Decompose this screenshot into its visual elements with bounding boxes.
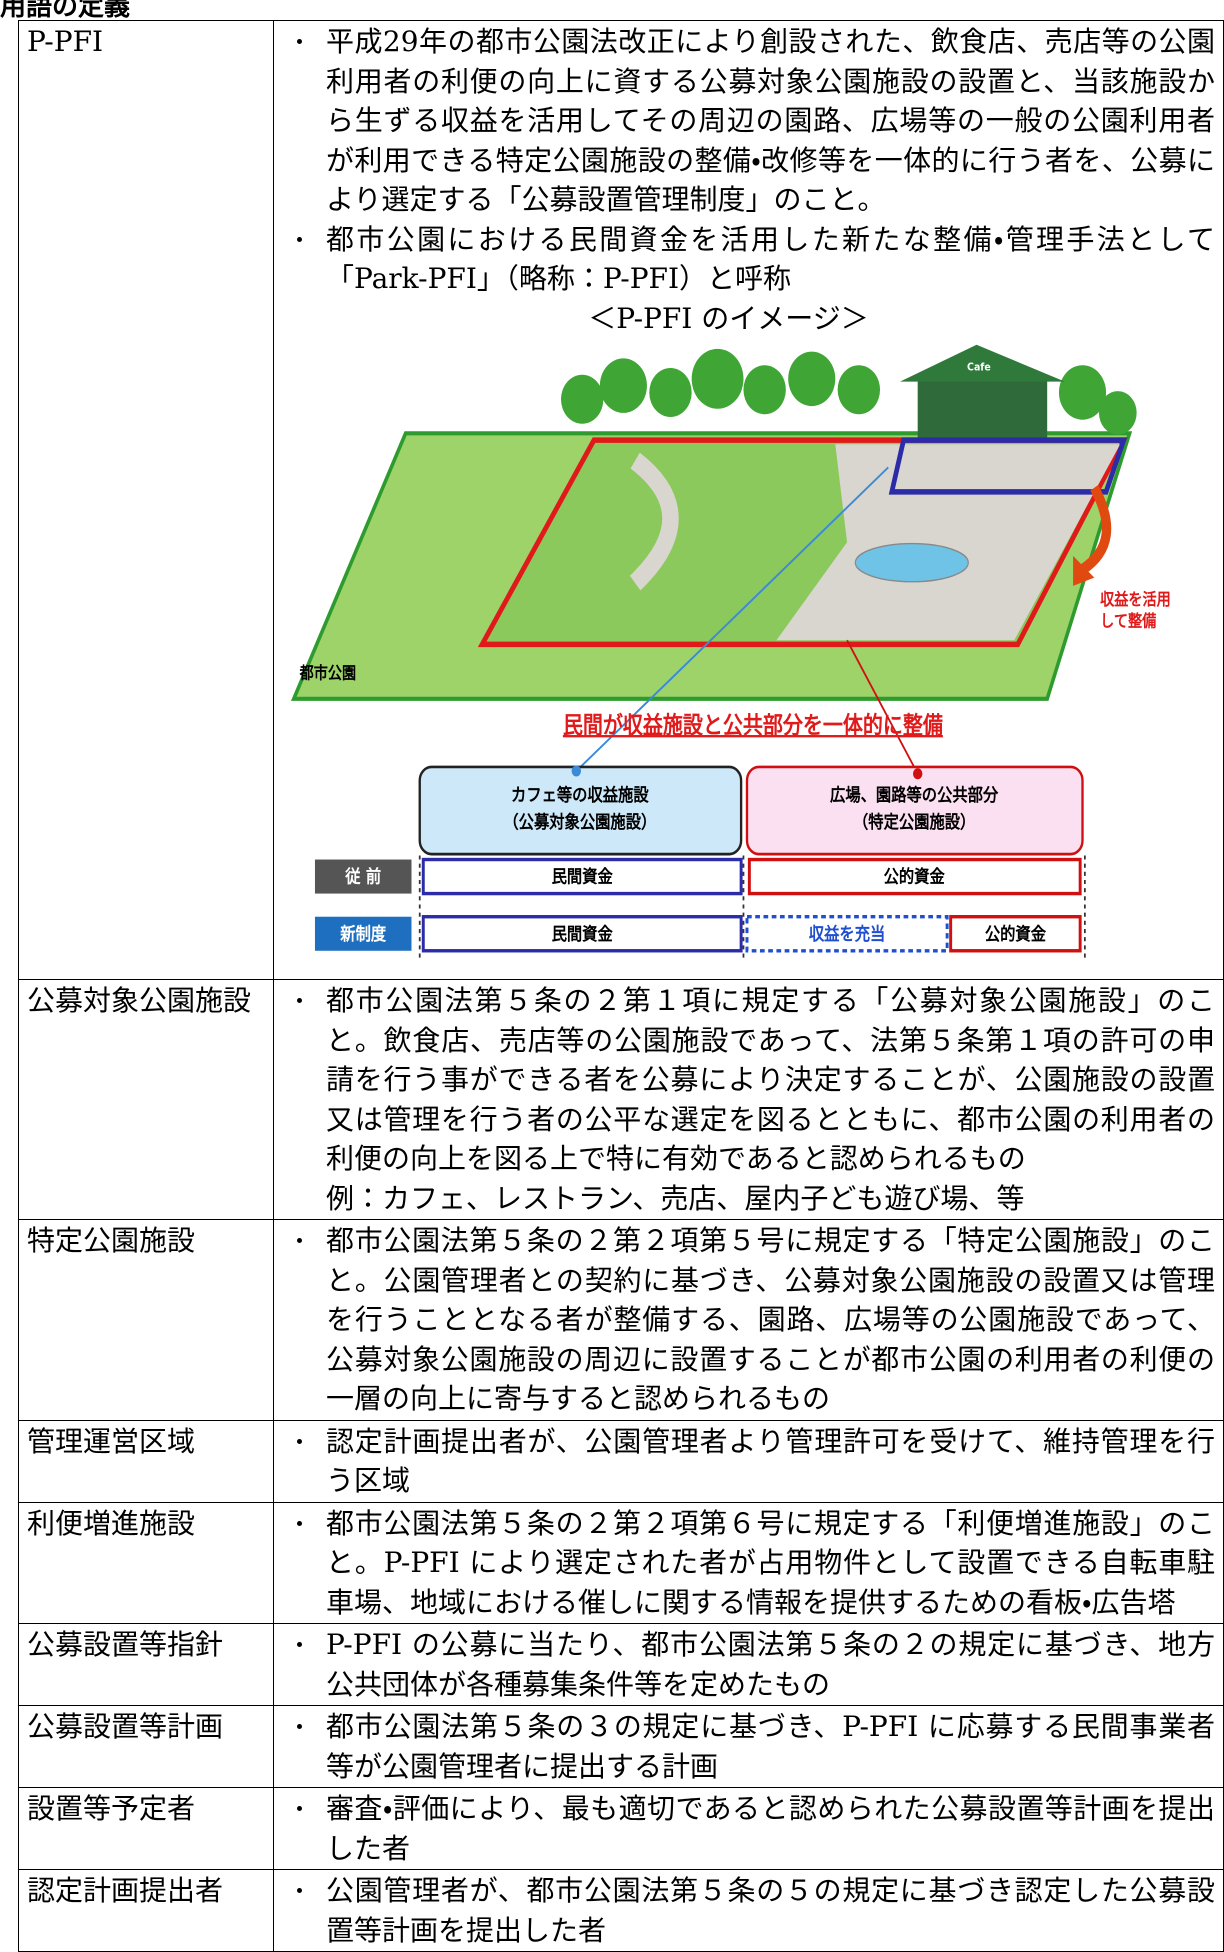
definition: 公園管理者が、都市公園法第５条の５の規定に基づき認定した公募設置等計画を提出した… (273, 1869, 1224, 1952)
term: 公募設置等指針 (18, 1623, 274, 1706)
definition: 都市公園法第５条の２第１項に規定する「公募対象公園施設」のこと。飲食店、売店等の… (273, 979, 1224, 1220)
bullet-item: 認定計画提出者が、公園管理者より管理許可を受けて、維持管理を行う区域 (282, 1422, 1215, 1501)
table-row: 利便増進施設 都市公園法第５条の２第２項第６号に規定する「利便増進施設」のこと。P… (18, 1501, 1224, 1624)
definition: 平成29年の都市公園法改正により創設された、飲食店、売店等の公園利用者の利便の向… (273, 20, 1224, 980)
term: 管理運営区域 (18, 1419, 274, 1503)
bullet-item: 平成29年の都市公園法改正により創設された、飲食店、売店等の公園利用者の利便の向… (282, 22, 1215, 220)
fund-label: 民間資金 (552, 923, 614, 944)
term: 認定計画提出者 (18, 1869, 274, 1952)
term: 特定公園施設 (18, 1219, 274, 1421)
table-row: 特定公園施設 都市公園法第５条の２第２項第５号に規定する「特定公園施設」のこと。公… (18, 1219, 1224, 1421)
cafe-sign: Cafe (967, 362, 991, 374)
table-row: 認定計画提出者 公園管理者が、都市公園法第５条の５の規定に基づき認定した公募設置等… (18, 1869, 1224, 1952)
box-label: （特定公園施設） (853, 811, 975, 832)
term: 公募対象公園施設 (18, 979, 274, 1220)
bullet-item: 公園管理者が、都市公園法第５条の５の規定に基づき認定した公募設置等計画を提出した… (282, 1871, 1215, 1950)
table-row: 設置等予定者 審査・評価により、最も適切であると認められた公募設置等計画を提出した… (18, 1787, 1224, 1870)
fund-label: 民間資金 (552, 866, 614, 887)
definition-table: P-PFI 平成29年の都市公園法改正により創設された、飲食店、売店等の公園利用者… (18, 20, 1224, 1952)
definition: 都市公園法第５条の２第２項第５号に規定する「特定公園施設」のこと。公園管理者との… (273, 1219, 1224, 1421)
table-row: P-PFI 平成29年の都市公園法改正により創設された、飲食店、売店等の公園利用者… (18, 20, 1224, 980)
box-label: 広場、園路等の公共部分 (830, 784, 999, 805)
fund-label: 公的資金 (985, 923, 1047, 944)
figure-caption: ＜P-PFI のイメージ＞ (588, 301, 869, 335)
term: 公募設置等計画 (18, 1705, 274, 1788)
table-row: 管理運営区域 認定計画提出者が、公園管理者より管理許可を受けて、維持管理を行う区域 (18, 1419, 1224, 1503)
definition: 審査・評価により、最も適切であると認められた公募設置等計画を提出した者 (273, 1787, 1224, 1870)
table-row: 公募対象公園施設 都市公園法第５条の２第１項に規定する「公募対象公園施設」のこと。… (18, 979, 1224, 1220)
definition: 都市公園法第５条の３の規定に基づき、P-PFI に応募する民間事業者等が公園管理… (273, 1705, 1224, 1788)
pfi-illustration: Cafe 都市公園 収益を活用 して整備 民間が収益施設と公共部分を一体的に整備… (290, 344, 1171, 958)
arrow-label: 収益を活用 (1100, 590, 1171, 609)
term: P-PFI (18, 20, 274, 980)
bullet-item: 都市公園法第５条の２第２項第５号に規定する「特定公園施設」のこと。公園管理者との… (282, 1221, 1215, 1419)
bullet-item: 都市公園法第５条の２第２項第６号に規定する「利便増進施設」のこと。P-PFI に… (282, 1504, 1215, 1623)
term: 利便増進施設 (18, 1501, 274, 1624)
bullet-item: 都市公園法第５条の２第１項に規定する「公募対象公園施設」のこと。飲食店、売店等の… (282, 981, 1215, 1179)
bullet-item: P-PFI の公募に当たり、都市公園法第５条の２の規定に基づき、地方公共団体が各… (282, 1625, 1215, 1704)
arrow-label: して整備 (1100, 612, 1156, 631)
park-label: 都市公園 (299, 663, 356, 682)
box-label: カフェ等の収益施設 (511, 784, 649, 805)
fund-label: 公的資金 (884, 866, 946, 887)
definition: P-PFI の公募に当たり、都市公園法第５条の２の規定に基づき、地方公共団体が各… (273, 1623, 1224, 1706)
example-note: 例：カフェ、レストラン、売店、屋内子ども遊び場、等 (326, 1181, 1025, 1215)
bullet-item: 都市公園における民間資金を活用した新たな整備・管理手法として「Park-PFI」… (282, 220, 1215, 299)
table-row: 公募設置等計画 都市公園法第５条の３の規定に基づき、P-PFI に応募する民間事業… (18, 1705, 1224, 1788)
headline: 民間が収益施設と公共部分を一体的に整備 (563, 711, 943, 739)
table-row: 公募設置等指針 P-PFI の公募に当たり、都市公園法第５条の２の規定に基づき、地… (18, 1623, 1224, 1706)
definition: 都市公園法第５条の２第２項第６号に規定する「利便増進施設」のこと。P-PFI に… (273, 1501, 1224, 1624)
row-label: 新制度 (339, 923, 386, 944)
bullet-item: 都市公園法第５条の３の規定に基づき、P-PFI に応募する民間事業者等が公園管理… (282, 1707, 1215, 1786)
box-label: （公募対象公園施設） (503, 811, 656, 832)
fund-label: 収益を充当 (809, 923, 885, 944)
row-label: 従 前 (344, 866, 381, 887)
bullet-item: 審査・評価により、最も適切であると認められた公募設置等計画を提出した者 (282, 1789, 1215, 1868)
definition: 認定計画提出者が、公園管理者より管理許可を受けて、維持管理を行う区域 (273, 1419, 1224, 1503)
term: 設置等予定者 (18, 1787, 274, 1870)
section-title: 用語の定義 (0, 0, 131, 22)
